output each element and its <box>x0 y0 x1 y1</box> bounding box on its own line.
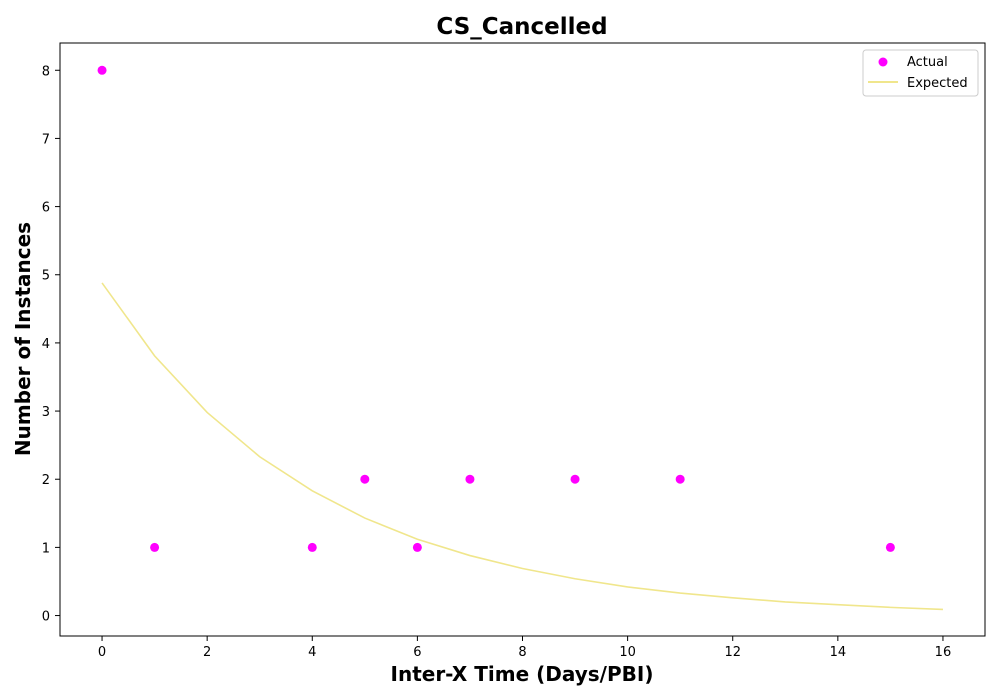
y-tick-label: 8 <box>42 64 50 79</box>
y-tick-label: 4 <box>42 337 50 352</box>
legend-marker-actual <box>878 57 888 67</box>
y-tick-label: 5 <box>42 269 50 284</box>
y-axis-label: Number of Instances <box>11 222 35 456</box>
x-tick-label: 14 <box>830 645 847 660</box>
x-tick-label: 8 <box>518 645 526 660</box>
actual-point <box>360 474 370 484</box>
y-tick-label: 2 <box>42 473 50 488</box>
actual-point <box>412 542 422 552</box>
x-axis-label: Inter-X Time (Days/PBI) <box>391 662 654 686</box>
actual-point <box>150 542 160 552</box>
y-tick-label: 1 <box>42 541 50 556</box>
x-tick-label: 6 <box>413 645 421 660</box>
x-tick-label: 0 <box>98 645 106 660</box>
x-tick-label: 2 <box>203 645 211 660</box>
x-tick-label: 12 <box>724 645 741 660</box>
x-tick-label: 10 <box>619 645 636 660</box>
actual-point <box>465 474 475 484</box>
legend-label-actual: Actual <box>907 55 948 70</box>
series-layer <box>97 65 943 611</box>
x-tick-label: 16 <box>935 645 952 660</box>
expected-line <box>101 282 943 611</box>
y-tick-label: 6 <box>42 201 50 216</box>
y-axis: 0 1 2 3 4 5 6 7 8 <box>42 64 60 625</box>
y-tick-label: 7 <box>42 132 50 147</box>
actual-point <box>885 542 895 552</box>
y-tick-label: 0 <box>42 610 50 625</box>
legend-label-expected: Expected <box>907 76 968 91</box>
legend: Actual Expected <box>862 49 979 97</box>
chart-title: CS_Cancelled <box>436 14 607 40</box>
legend-box <box>862 49 979 97</box>
x-tick-label: 4 <box>308 645 316 660</box>
plot-area <box>59 42 986 637</box>
actual-point <box>97 65 107 75</box>
y-tick-label: 3 <box>42 405 50 420</box>
x-axis: 0 2 4 6 8 10 12 14 16 <box>98 636 951 660</box>
actual-point <box>570 474 580 484</box>
actual-point <box>307 542 317 552</box>
actual-point <box>675 474 685 484</box>
